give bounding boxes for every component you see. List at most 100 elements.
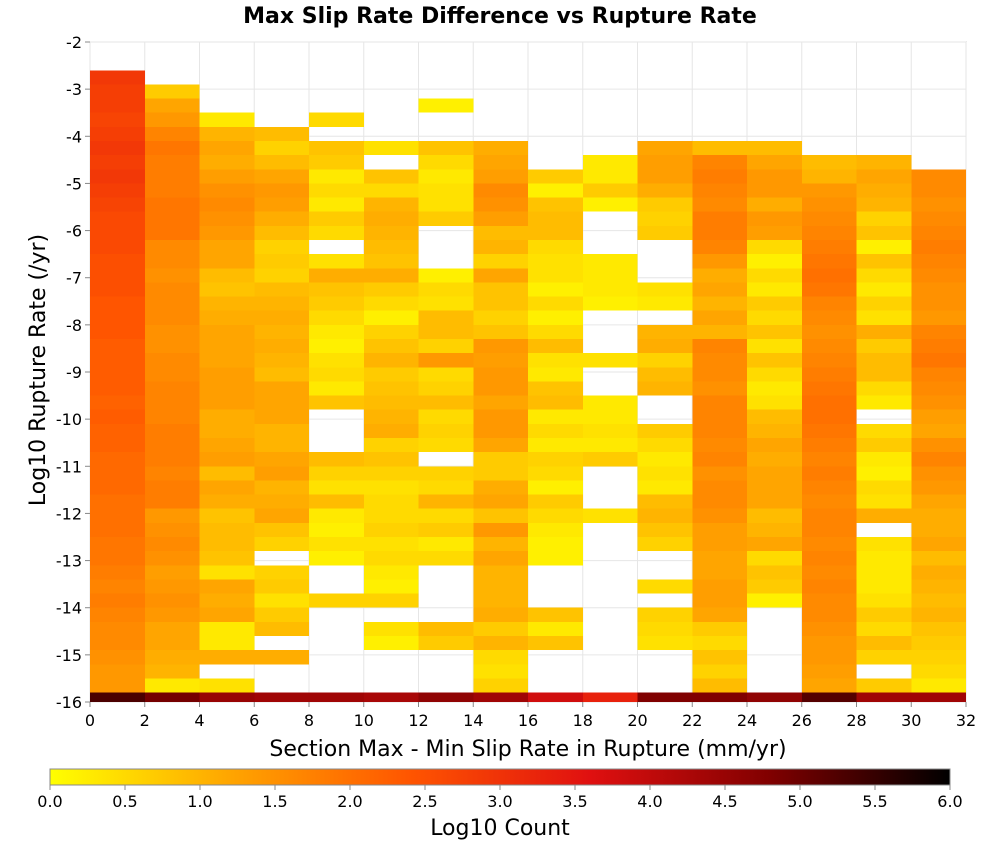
heatmap-cell — [254, 225, 309, 240]
heatmap-cell — [637, 522, 693, 537]
heatmap-cell — [856, 565, 912, 580]
heatmap-cell — [199, 452, 255, 467]
heatmap-cell — [144, 353, 200, 368]
heatmap-cell — [856, 551, 912, 566]
heatmap-cell — [747, 537, 802, 552]
heatmap-cell — [911, 480, 966, 495]
heatmap-cell — [418, 169, 474, 184]
heatmap-cell — [911, 353, 966, 368]
heatmap-cell — [363, 296, 419, 311]
heatmap-cell — [801, 480, 857, 495]
heatmap-cell — [199, 593, 255, 608]
heatmap-cell — [528, 537, 583, 552]
heatmap-cell — [363, 522, 419, 537]
heatmap-cell — [911, 678, 966, 693]
heatmap-cell — [801, 678, 857, 693]
heatmap-cell — [254, 367, 309, 382]
heatmap-cell — [528, 409, 583, 424]
heatmap-cell — [582, 423, 638, 438]
heatmap-cell — [801, 324, 857, 339]
y-axis-label: Log10 Rupture Rate (/yr) — [26, 234, 51, 506]
heatmap-cell — [747, 409, 802, 424]
x-tick-label: 18 — [573, 711, 593, 730]
heatmap-cell — [692, 537, 747, 552]
y-tick-label: -4 — [66, 127, 82, 146]
heatmap-cell — [418, 339, 474, 354]
colorbar-ticks: 0.0 0.5 1.0 1.5 2.0 2.5 3.0 3.5 4.0 4.5 5.0 5.5 6.0 — [37, 785, 963, 811]
heatmap-cell — [528, 494, 583, 509]
heatmap-cell — [199, 508, 255, 523]
heatmap-cell — [856, 593, 912, 608]
heatmap-cell — [90, 480, 145, 495]
heatmap-cell — [144, 565, 200, 580]
heatmap-cell — [144, 593, 200, 608]
heatmap-cell — [90, 423, 145, 438]
heatmap-cell — [144, 339, 200, 354]
x-tick-label: 16 — [518, 711, 538, 730]
heatmap-cell — [363, 324, 419, 339]
heatmap-cell — [473, 211, 528, 226]
heatmap-cell — [692, 183, 747, 198]
colorbar-tick-label: 6.0 — [937, 792, 962, 811]
heatmap-cell — [911, 537, 966, 552]
heatmap-cell — [856, 183, 912, 198]
heatmap-cell — [90, 452, 145, 467]
heatmap-cell — [199, 678, 255, 693]
heatmap-cell — [199, 324, 255, 339]
heatmap-cell — [747, 381, 802, 396]
heatmap-cell — [144, 183, 200, 198]
y-tick-label: -16 — [56, 693, 82, 712]
heatmap-cell — [144, 225, 200, 240]
colorbar-tick-label: 4.0 — [637, 792, 662, 811]
heatmap-cell — [90, 240, 145, 255]
heatmap-cell — [801, 593, 857, 608]
heatmap-cell — [473, 452, 528, 467]
heatmap-cell — [911, 607, 966, 622]
heatmap-cell — [473, 551, 528, 566]
heatmap-cell — [911, 664, 966, 679]
heatmap-cell — [90, 551, 145, 566]
colorbar-label: Log10 Count — [430, 816, 570, 841]
heatmap-cell — [199, 551, 255, 566]
heatmap-cell — [528, 367, 583, 382]
heatmap-cell — [90, 353, 145, 368]
heatmap-cell — [254, 692, 309, 702]
heatmap-cell — [528, 183, 583, 198]
heatmap-cell — [363, 183, 419, 198]
heatmap-cell — [254, 621, 309, 636]
heatmap-cell — [911, 522, 966, 537]
heatmap-cell — [309, 480, 364, 495]
x-tick-label: 22 — [682, 711, 702, 730]
heatmap-cell — [856, 579, 912, 594]
heatmap-cell — [747, 296, 802, 311]
heatmap-cell — [856, 508, 912, 523]
heatmap-cell — [911, 565, 966, 580]
heatmap-cell — [692, 593, 747, 608]
heatmap-cell — [199, 579, 255, 594]
heatmap-cell — [911, 367, 966, 382]
heatmap-cell — [747, 211, 802, 226]
heatmap-cell — [254, 466, 309, 481]
heatmap-cell — [144, 98, 200, 113]
heatmap-cell — [254, 197, 309, 212]
heatmap-cell — [144, 254, 200, 269]
heatmap-cell — [144, 522, 200, 537]
heatmap-cell — [582, 197, 638, 212]
heatmap-cell — [637, 141, 693, 156]
heatmap-cell — [637, 452, 693, 467]
heatmap-cell — [801, 225, 857, 240]
heatmap-cell — [528, 395, 583, 410]
heatmap-cell — [801, 268, 857, 283]
heatmap-cell — [747, 240, 802, 255]
x-tick-label: 32 — [956, 711, 976, 730]
heatmap-cell — [582, 155, 638, 170]
heatmap-cell — [418, 480, 474, 495]
heatmap-cell — [418, 353, 474, 368]
heatmap-cell — [911, 593, 966, 608]
heatmap-cell — [801, 692, 857, 702]
heatmap-cell — [747, 593, 802, 608]
heatmap-cell — [418, 268, 474, 283]
heatmap-cell — [911, 254, 966, 269]
heatmap-cell — [309, 508, 364, 523]
heatmap-cell — [90, 211, 145, 226]
